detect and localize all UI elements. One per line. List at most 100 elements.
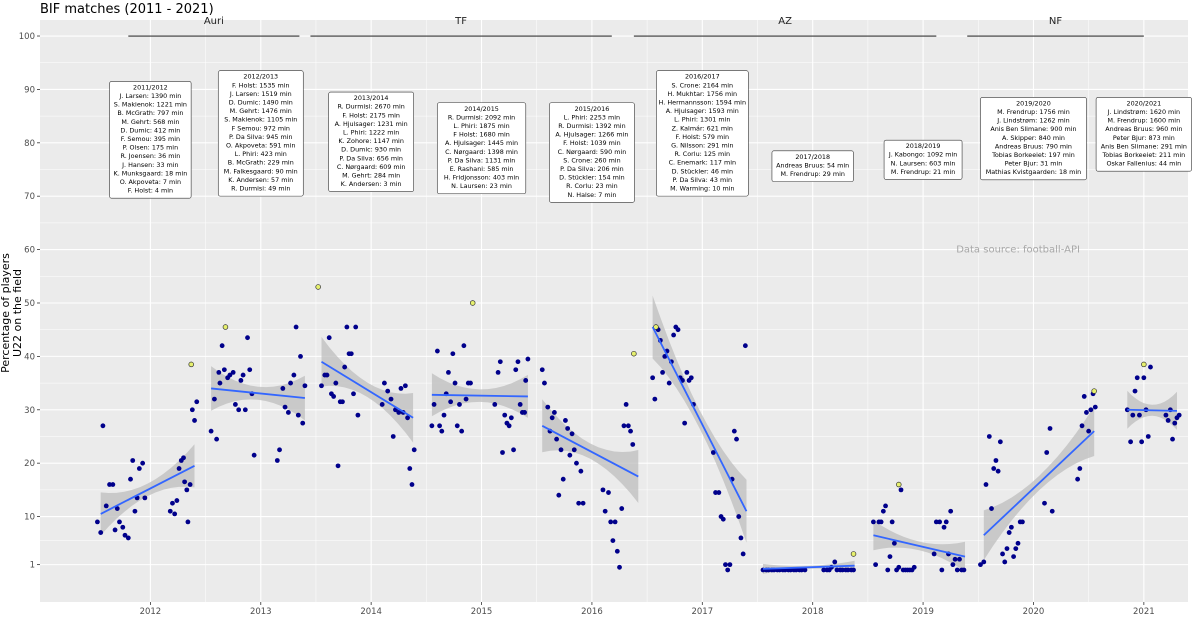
highlight-point	[315, 284, 321, 290]
data-point	[468, 380, 473, 386]
era-label: NF	[1049, 16, 1062, 27]
data-point	[240, 372, 246, 378]
data-point	[549, 415, 555, 421]
data-point	[390, 434, 396, 439]
data-point	[931, 551, 937, 557]
data-point	[991, 466, 997, 471]
highlight-point	[1141, 361, 1147, 368]
trend-line	[762, 564, 855, 570]
label-box-frame	[980, 97, 1087, 181]
data-point	[405, 415, 410, 421]
data-point	[883, 503, 888, 509]
label-box-frame	[656, 70, 749, 197]
player-minutes-line: R. Durmisi: 2670 min	[337, 103, 404, 111]
data-point	[457, 402, 462, 407]
player-minutes-line: Z. Kalmár: 621 min	[672, 124, 733, 132]
data-point	[799, 567, 805, 573]
player-minutes-line: A. Skipper: 840 min	[1002, 134, 1065, 142]
data-point	[396, 410, 402, 415]
x-tick-label: 2013	[250, 607, 272, 617]
player-minutes-line: K. Andersen: 3 min	[341, 180, 402, 188]
data-point	[933, 519, 939, 525]
player-minutes-line: F. Semou: 395 min	[121, 135, 180, 143]
player-minutes-line: B. McGrath: 229 min	[228, 159, 294, 167]
data-point	[1011, 554, 1016, 560]
y-tick-label: 60	[24, 246, 35, 256]
player-minutes-line: M. Warming: 10 min	[670, 185, 734, 193]
player-minutes-line: M. Frendrup: 1756 min	[997, 108, 1070, 116]
player-minutes-line: C. Nørgaard: 590 min	[558, 148, 627, 156]
data-point	[1000, 551, 1005, 557]
data-point	[666, 380, 672, 386]
data-point	[110, 482, 116, 487]
data-point	[558, 447, 564, 453]
data-point	[723, 562, 728, 568]
data-point	[1084, 410, 1089, 415]
player-minutes-line: M. Frendrup: 1600 min	[1108, 117, 1181, 125]
player-minutes-line: C. Nørgaard: 1398 min	[445, 148, 518, 156]
player-minutes-line: P. Da Silva: 945 min	[229, 133, 293, 141]
data-point	[1134, 375, 1140, 381]
data-point	[125, 535, 131, 541]
data-point	[411, 447, 417, 453]
y-tick-label: 10	[24, 513, 35, 523]
data-point	[208, 428, 214, 434]
player-minutes-line: G. Nilsson: 291 min	[671, 142, 733, 150]
data-point	[600, 487, 606, 493]
data-point	[407, 466, 413, 471]
data-point	[1013, 546, 1019, 552]
era-label: TF	[454, 16, 467, 27]
player-minutes-line: J. Lindstrøm: 1262 min	[996, 117, 1070, 125]
player-minutes-line: P. Da Silva: 206 min	[560, 165, 624, 173]
player-minutes-line: F. Holst: 1535 min	[232, 81, 290, 89]
data-point	[736, 514, 742, 519]
data-point	[569, 431, 575, 437]
data-point	[319, 383, 324, 389]
data-point	[282, 404, 288, 410]
data-point	[136, 466, 142, 471]
x-tick-label: 2016	[581, 607, 603, 617]
data-point	[293, 324, 299, 330]
data-point	[221, 367, 227, 373]
data-point	[344, 324, 350, 330]
data-point	[295, 412, 301, 418]
highlight-point	[896, 481, 902, 488]
y-tick-label: 50	[24, 299, 35, 309]
data-point	[738, 535, 744, 541]
data-point	[1015, 540, 1021, 546]
x-tick-label: 2015	[471, 607, 493, 617]
data-point	[326, 335, 332, 341]
trend-line	[873, 534, 966, 558]
player-minutes-line: Andreas Bruus: 54 min	[776, 161, 849, 169]
highlight-point	[631, 350, 637, 357]
data-point	[245, 335, 250, 341]
data-point	[525, 356, 531, 362]
data-point	[871, 519, 876, 525]
data-point	[628, 428, 633, 434]
data-point	[840, 567, 845, 573]
player-minutes-line: L. Phiri: 1301 min	[674, 116, 730, 124]
data-point	[452, 380, 458, 386]
player-minutes-line: F Holst: 1680 min	[453, 131, 510, 139]
player-minutes-line: E. Rashani: 585 min	[450, 165, 514, 173]
player-minutes-line: P. Da Silva: 43 min	[673, 176, 733, 184]
data-point	[1139, 439, 1145, 445]
data-point	[1137, 412, 1142, 418]
data-point	[463, 396, 469, 402]
x-tick-label: 2012	[140, 607, 162, 617]
player-minutes-line: R. Joensen: 36 min	[121, 152, 181, 160]
data-point	[459, 428, 465, 434]
data-point	[542, 380, 547, 386]
data-point	[181, 455, 186, 461]
data-point	[238, 378, 244, 383]
data-point	[939, 567, 945, 573]
data-point	[961, 567, 967, 573]
data-point	[517, 402, 523, 407]
player-minutes-line: J. Kabongo: 1092 min	[888, 151, 957, 159]
y-axis-label-line-1: Percentage of players	[0, 253, 12, 373]
data-point	[1049, 508, 1055, 514]
player-minutes-line: J. Hansen: 33 min	[121, 161, 178, 169]
